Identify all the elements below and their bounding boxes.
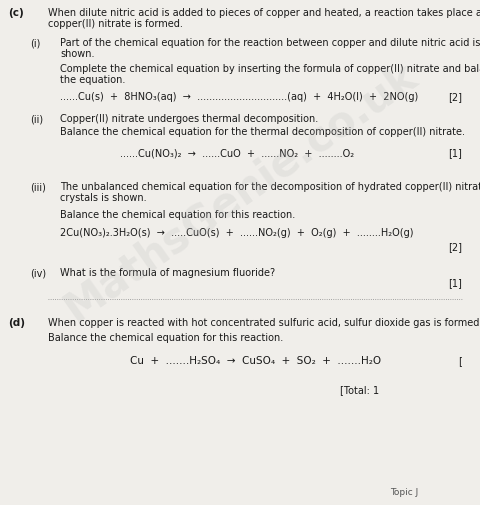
Text: (iv): (iv) [30, 268, 46, 277]
Text: [2]: [2] [447, 92, 461, 102]
Text: The unbalanced chemical equation for the decomposition of hydrated copper(II) ni: The unbalanced chemical equation for the… [60, 182, 480, 191]
Text: Cu  +  .......H₂SO₄  →  CuSO₄  +  SO₂  +  .......H₂O: Cu + .......H₂SO₄ → CuSO₄ + SO₂ + ......… [130, 356, 380, 365]
Text: (ii): (ii) [30, 114, 43, 124]
Text: Part of the chemical equation for the reaction between copper and dilute nitric : Part of the chemical equation for the re… [60, 38, 480, 48]
Text: Balance the chemical equation for this reaction.: Balance the chemical equation for this r… [48, 332, 283, 342]
Text: (c): (c) [8, 8, 24, 18]
Text: MathsGenie.co.uk: MathsGenie.co.uk [56, 55, 424, 329]
Text: [2]: [2] [447, 241, 461, 251]
Text: Balance the chemical equation for this reaction.: Balance the chemical equation for this r… [60, 210, 295, 220]
Text: Complete the chemical equation by inserting the formula of copper(II) nitrate an: Complete the chemical equation by insert… [60, 64, 480, 74]
Text: the equation.: the equation. [60, 75, 125, 85]
Text: Balance the chemical equation for the thermal decomposition of copper(II) nitrat: Balance the chemical equation for the th… [60, 127, 464, 137]
Text: Copper(II) nitrate undergoes thermal decomposition.: Copper(II) nitrate undergoes thermal dec… [60, 114, 318, 124]
Text: copper(II) nitrate is formed.: copper(II) nitrate is formed. [48, 19, 182, 29]
Text: shown.: shown. [60, 49, 94, 59]
Text: [1]: [1] [447, 147, 461, 158]
Text: Topic J: Topic J [389, 487, 418, 496]
Text: What is the formula of magnesium fluoride?: What is the formula of magnesium fluorid… [60, 268, 275, 277]
Text: (iii): (iii) [30, 182, 46, 191]
Text: When dilute nitric acid is added to pieces of copper and heated, a reaction take: When dilute nitric acid is added to piec… [48, 8, 480, 18]
Text: [1]: [1] [447, 277, 461, 287]
Text: crystals is shown.: crystals is shown. [60, 192, 146, 203]
Text: (i): (i) [30, 38, 40, 48]
Text: When copper is reacted with hot concentrated sulfuric acid, sulfur dioxide gas i: When copper is reacted with hot concentr… [48, 317, 480, 327]
Text: [Total: 1: [Total: 1 [339, 384, 378, 394]
Text: ......Cu(s)  +  8HNO₃(aq)  →  ..............................(aq)  +  4H₂O(l)  + : ......Cu(s) + 8HNO₃(aq) → ..............… [60, 92, 418, 102]
Text: [: [ [457, 356, 461, 365]
Text: ......Cu(NO₃)₂  →  ......CuO  +  ......NO₂  +  ........O₂: ......Cu(NO₃)₂ → ......CuO + ......NO₂ +… [120, 147, 353, 158]
Text: (d): (d) [8, 317, 25, 327]
Text: 2Cu(NO₃)₂.3H₂O(s)  →  .....CuO(s)  +  ......NO₂(g)  +  O₂(g)  +  ........H₂O(g): 2Cu(NO₃)₂.3H₂O(s) → .....CuO(s) + ......… [60, 228, 413, 237]
